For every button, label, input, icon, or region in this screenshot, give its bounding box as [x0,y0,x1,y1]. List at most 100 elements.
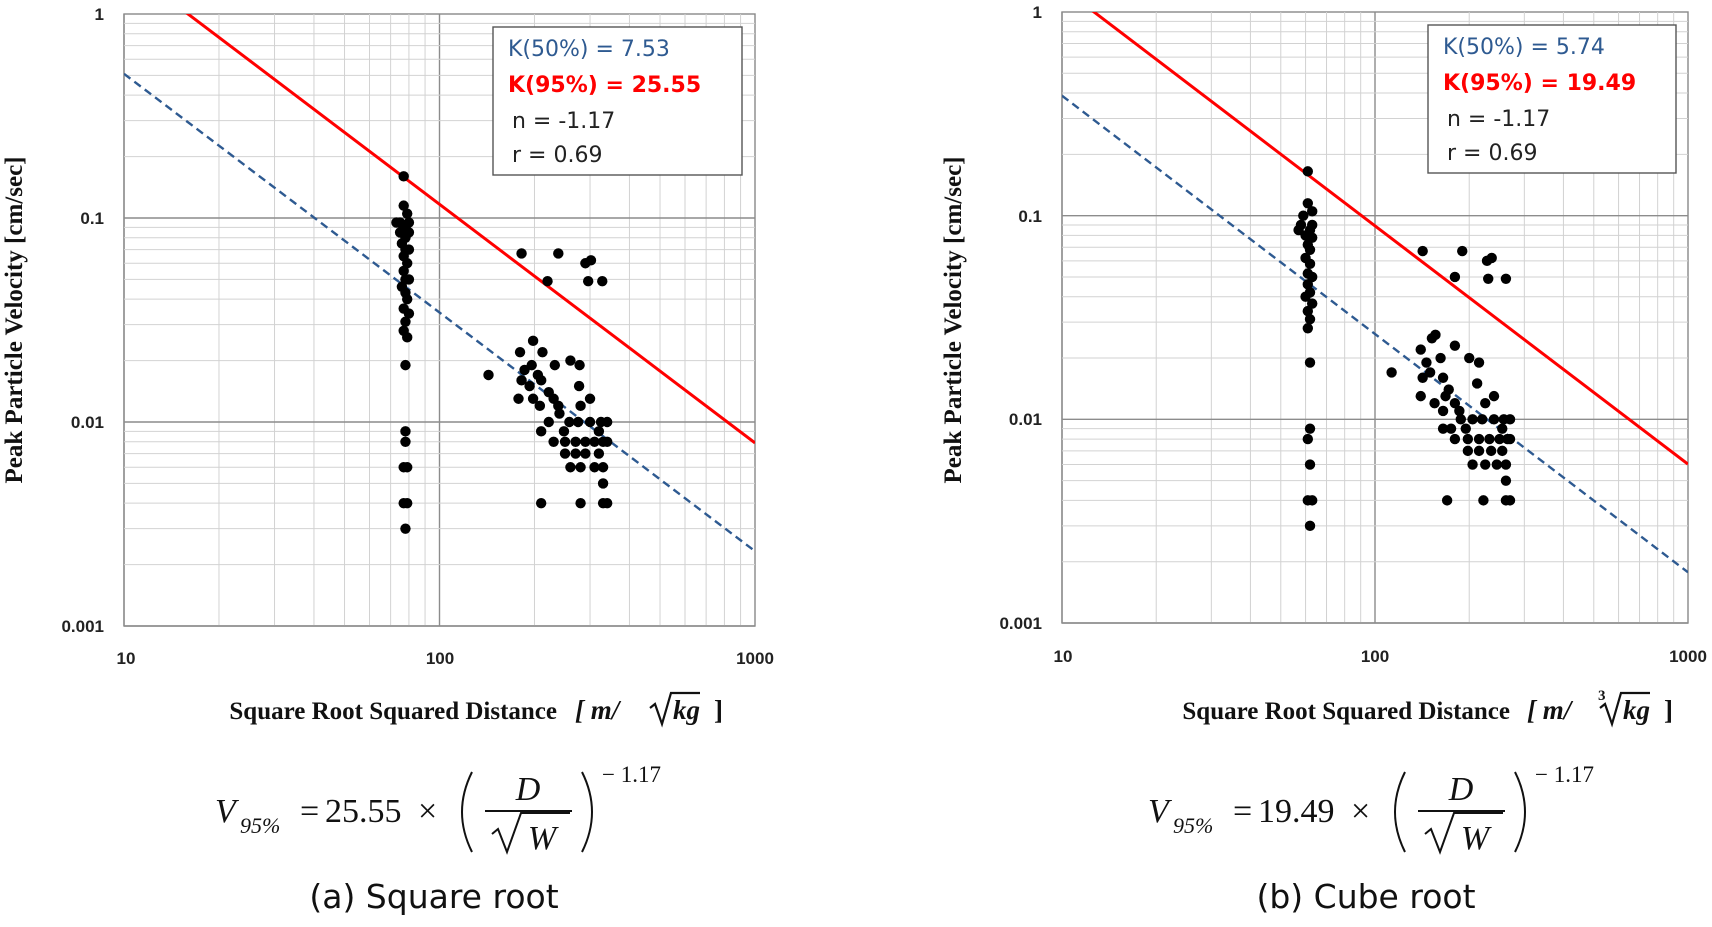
data-point [1437,405,1449,417]
panel-b: 1 0.1 0.01 0.001 10 100 1000 Peak Partic… [940,3,1707,916]
data-point [483,369,494,381]
data-point [1449,398,1461,409]
data-point [1497,445,1508,457]
data-point [402,497,413,509]
x-tick-label: 1000 [1669,647,1707,666]
svg-text:[ m/: [ m/ [1527,695,1574,725]
data-point [575,497,586,509]
data-point [1473,433,1485,445]
data-point [570,436,581,447]
data-point [593,448,605,459]
data-point [575,400,586,412]
legend-k95: K(95%) = 19.49 [1443,71,1636,96]
data-point [549,359,561,371]
data-point [1457,245,1468,257]
data-point [1500,459,1512,470]
data-point [1304,520,1316,532]
data-point [1415,390,1426,402]
data-point [1304,459,1316,470]
data-point [1480,398,1491,409]
legend-r: r = 0.69 [1447,141,1537,166]
data-point [1304,244,1316,255]
data-point [398,200,409,211]
data-point [1491,459,1503,470]
data-point [1471,378,1483,389]
x-tick-label: 100 [1361,647,1389,666]
data-point [1449,271,1461,283]
data-point [514,346,526,358]
data-point [1302,305,1314,317]
formula-den: W [1461,820,1492,857]
data-point [1304,258,1316,270]
y-tick-label: 0.001 [61,617,104,636]
data-point [402,462,413,473]
data-point [1424,367,1436,378]
data-point [1437,372,1449,383]
fit-line-k95 [1091,12,1688,466]
data-point [1302,323,1314,334]
x-unit-root-index: 3 [1598,688,1606,704]
formula-num: D [515,771,541,808]
data-point [1464,352,1475,364]
data-point [1415,344,1426,355]
data-point [400,426,411,437]
x-unit-prefix: [ m/ [1527,695,1574,725]
data-point [391,217,402,228]
data-point [1467,459,1478,470]
fit-line-k95 [185,14,755,445]
data-point [1500,273,1512,284]
fit-line-k50 [124,72,755,553]
formula-coef: 25.55 [325,793,402,830]
x-axis-unit: [ m/ kg ] [575,691,723,728]
data-point [1435,352,1446,364]
radical-sign [1599,691,1650,728]
data-point [584,416,596,428]
formula-coef: 19.49 [1258,793,1335,830]
data-point [1504,433,1516,445]
legend-n: n = -1.17 [512,109,615,134]
formula-num: D [1448,771,1474,808]
x-tick-label: 1000 [736,649,774,668]
data-point [589,462,600,473]
data-point [1440,390,1451,402]
data-point [1480,459,1491,470]
data-point [1417,372,1428,383]
data-point [1445,423,1457,434]
data-point [1494,433,1505,445]
x-tick-label: 10 [117,649,136,668]
y-tick-label: 1 [1033,3,1042,22]
data-point [1478,495,1489,506]
radical-sign [649,691,700,728]
data-point [565,462,576,473]
data-point [1429,398,1440,409]
data-point [1302,166,1314,177]
data-point [535,497,547,509]
data-point [534,400,546,412]
formula-radical [491,812,570,855]
data-point [398,265,409,277]
data-point [1476,414,1488,425]
x-axis-unit: [ m/ 3 kg ] [1527,688,1673,728]
data-point [400,523,411,534]
y-tick-label: 0.01 [1009,410,1042,429]
data-point [1304,314,1316,325]
data-points [391,171,613,534]
fit-lines [1062,12,1688,574]
formula-lhs-sub: 95% [240,813,280,838]
x-axis-label: Square Root Squared Distance [1182,698,1510,725]
data-point [1486,252,1497,264]
data-point [1467,414,1478,425]
x-unit-prefix: [ m/ [575,695,622,725]
data-point [400,316,411,327]
data-point [1386,367,1397,378]
data-point [559,436,571,447]
data-point [513,393,524,404]
data-point [1306,495,1318,506]
legend-r: r = 0.69 [512,143,602,168]
y-tick-label: 1 [95,5,104,24]
data-point [1488,414,1500,425]
data-point [597,462,609,473]
data-point [570,448,581,459]
data-point [1437,423,1449,434]
data-point [1460,423,1471,434]
